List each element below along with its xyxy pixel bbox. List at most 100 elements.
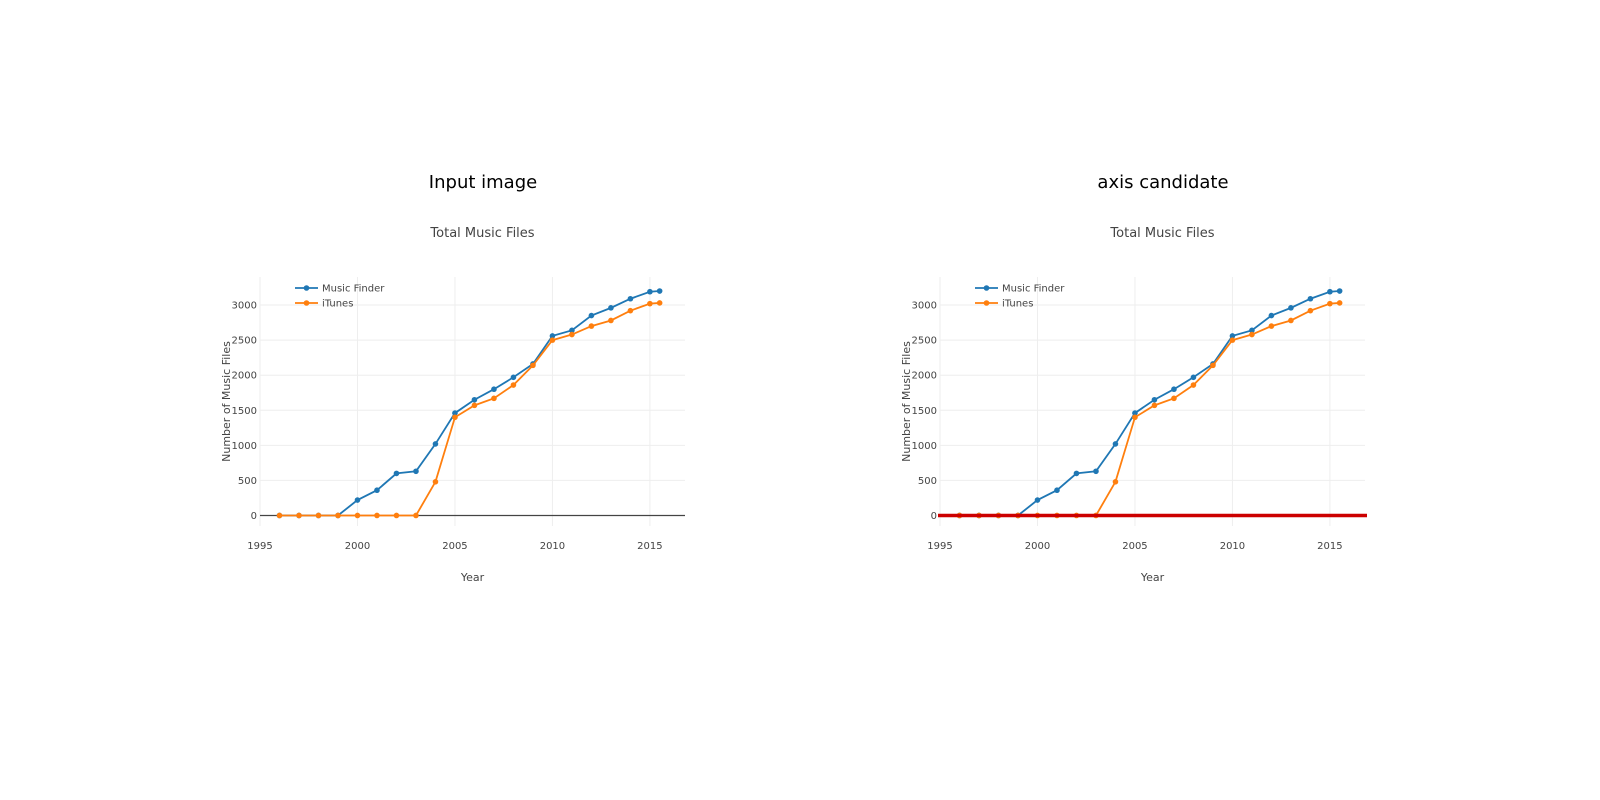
left-series-0-point-11 — [491, 386, 497, 393]
left-series-1-point-18 — [627, 307, 634, 314]
right-legend-label-0: Music Finder — [1002, 284, 1065, 295]
left-series-1-point-16 — [588, 323, 595, 329]
right-series-1-point-19 — [1327, 300, 1333, 307]
left-x-tick-label-1: 2000 — [345, 541, 370, 552]
left-x-axis-label: Year — [460, 571, 485, 584]
left-series-1-point-9 — [452, 414, 458, 421]
left-series-1-point-20 — [656, 300, 663, 306]
left-series-1-point-13 — [530, 362, 536, 369]
chart-left: Total Music Files 0 500 1000 1500 2000 2500 300… — [220, 226, 685, 584]
right-series-line-0 — [959, 290, 1340, 517]
right-legend-marker-0 — [983, 285, 990, 291]
left-series-1-point-11 — [491, 395, 497, 402]
left-series-0-point-5 — [374, 487, 380, 494]
right-series-1-point-14 — [1229, 337, 1236, 343]
left-y-tick-label-2: 1000 — [232, 441, 257, 452]
right-x-tick-label-4: 2015 — [1317, 541, 1342, 552]
right-legend-marker-1 — [983, 300, 990, 306]
right-chart-title: Total Music Files — [1109, 226, 1214, 241]
left-series-1-point-10 — [471, 402, 478, 409]
left-series-1-point-4 — [354, 512, 361, 519]
left-series-0-point-6 — [393, 470, 400, 477]
right-series-0-point-5 — [1054, 487, 1060, 494]
right-series-1-point-11 — [1171, 395, 1177, 402]
left-x-tick-label-3: 2010 — [540, 541, 565, 552]
right-series-1-point-12 — [1190, 382, 1197, 388]
right-series-0-point-6 — [1073, 470, 1080, 477]
left-series-1-point-15 — [569, 331, 575, 338]
left-chart-title: Total Music Files — [429, 226, 534, 241]
right-series-1-point-16 — [1268, 323, 1275, 329]
right-series-0-point-17 — [1288, 305, 1294, 311]
left-x-tick-label-0: 1995 — [247, 541, 272, 552]
left-series-line-0 — [279, 290, 660, 517]
right-series-0-point-9 — [1132, 410, 1138, 416]
left-series-1-point-7 — [413, 512, 419, 519]
left-series-1-point-2 — [315, 512, 322, 519]
right-series-0-point-20 — [1336, 288, 1343, 294]
chart-right: Total Music Files 0 500 1000 1500 2000 2500 300… — [900, 226, 1367, 584]
left-series-1-point-14 — [549, 337, 556, 343]
right-y-tick-label-2: 1000 — [912, 441, 937, 452]
left-series-1-point-6 — [393, 512, 400, 519]
right-x-tick-label-3: 2010 — [1220, 541, 1245, 552]
left-series-0-point-19 — [647, 288, 653, 295]
right-x-tick-label-2: 2005 — [1122, 541, 1147, 552]
panel-title-right: axis candidate — [1097, 172, 1229, 193]
left-series-0-point-16 — [588, 312, 595, 319]
left-series-1-point-19 — [647, 300, 653, 307]
left-series-1-point-8 — [432, 479, 439, 485]
right-series-1-point-13 — [1210, 362, 1216, 369]
left-legend-marker-1 — [303, 300, 310, 306]
right-series-1-point-18 — [1307, 307, 1314, 314]
right-series-1-point-17 — [1288, 317, 1294, 324]
left-series-1-point-17 — [608, 317, 614, 324]
right-y-tick-label-1: 500 — [918, 476, 937, 487]
left-y-tick-label-4: 2000 — [232, 371, 257, 382]
right-series-0-point-4 — [1034, 497, 1041, 503]
left-series-1-point-0 — [276, 512, 283, 519]
right-y-tick-label-4: 2000 — [912, 371, 937, 382]
left-y-tick-label-1: 500 — [238, 476, 257, 487]
left-series-line-1 — [279, 302, 660, 517]
right-series-0-point-16 — [1268, 312, 1275, 319]
right-series-0-point-12 — [1190, 374, 1197, 381]
left-series-1-point-3 — [335, 512, 341, 519]
right-series-0-point-7 — [1093, 468, 1099, 475]
left-x-tick-label-2: 2005 — [442, 541, 467, 552]
panel-title-left: Input image — [428, 172, 538, 193]
right-x-axis-label: Year — [1140, 571, 1165, 584]
right-series-0-point-11 — [1171, 386, 1177, 393]
right-y-tick-label-0: 0 — [931, 511, 937, 522]
left-series-0-point-14 — [549, 333, 556, 339]
right-y-tick-label-5: 2500 — [912, 336, 937, 347]
left-series-1-point-5 — [374, 512, 380, 519]
left-y-tick-label-5: 2500 — [232, 336, 257, 347]
left-y-tick-label-0: 0 — [251, 511, 257, 522]
right-series-0-point-10 — [1151, 396, 1158, 403]
left-legend-label-0: Music Finder — [322, 284, 385, 295]
left-series-0-point-17 — [608, 305, 614, 311]
right-y-tick-label-6: 3000 — [912, 301, 937, 312]
right-series-0-point-18 — [1307, 295, 1314, 302]
right-series-0-point-19 — [1327, 288, 1333, 295]
left-series-0-point-9 — [452, 410, 458, 416]
left-series-0-point-4 — [354, 497, 361, 503]
left-legend-marker-0 — [303, 285, 310, 291]
left-y-tick-label-6: 3000 — [232, 301, 257, 312]
left-series-0-point-18 — [627, 295, 634, 302]
left-series-0-point-20 — [656, 288, 663, 294]
right-series-0-point-8 — [1112, 441, 1119, 447]
left-x-tick-label-4: 2015 — [637, 541, 662, 552]
left-y-axis-label: Number of Music Files — [220, 341, 233, 462]
left-series-0-point-15 — [569, 327, 575, 334]
right-series-1-point-9 — [1132, 414, 1138, 421]
right-series-1-point-10 — [1151, 402, 1158, 409]
right-series-0-point-15 — [1249, 327, 1255, 334]
right-series-0-point-14 — [1229, 333, 1236, 339]
left-series-0-point-10 — [471, 396, 478, 403]
right-legend-label-1: iTunes — [1002, 299, 1033, 310]
left-series-1-point-1 — [296, 512, 302, 519]
left-series-0-point-8 — [432, 441, 439, 447]
